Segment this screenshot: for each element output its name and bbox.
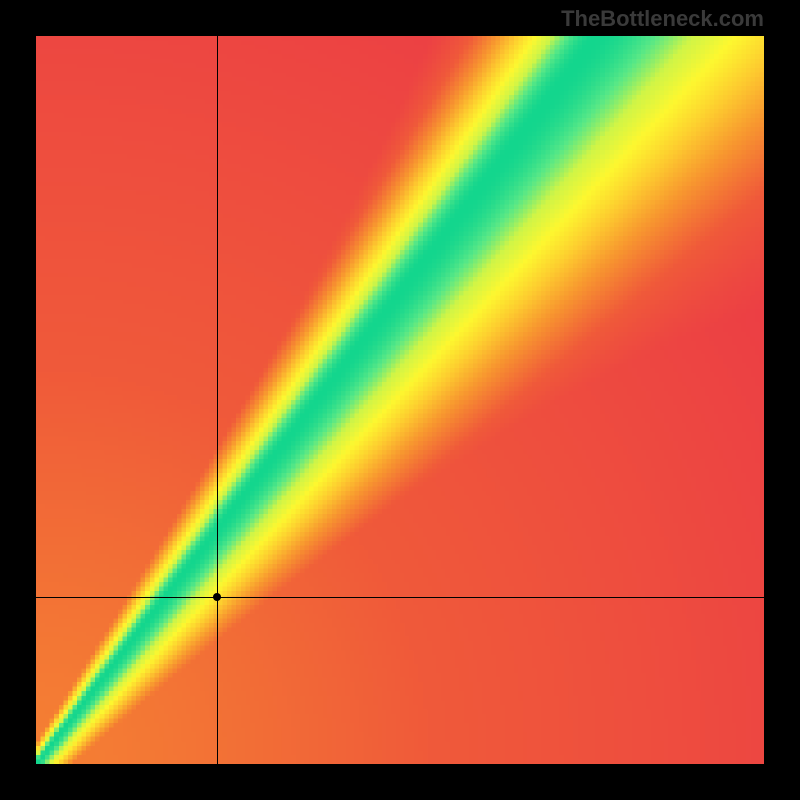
heatmap-plot xyxy=(36,36,764,764)
heatmap-canvas xyxy=(36,36,764,764)
crosshair-vertical-line xyxy=(217,36,218,764)
crosshair-marker-dot xyxy=(213,593,221,601)
attribution-text: TheBottleneck.com xyxy=(561,6,764,32)
crosshair-horizontal-line xyxy=(36,597,764,598)
